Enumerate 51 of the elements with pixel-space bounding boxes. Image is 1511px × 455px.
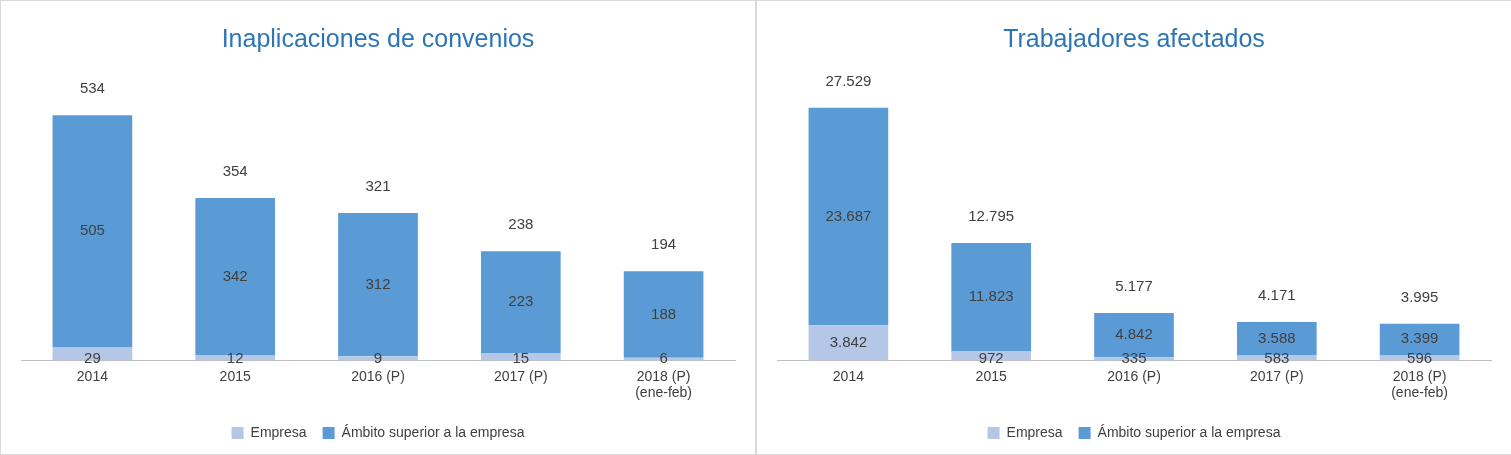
- x-tick-label: 2016 (P): [1107, 367, 1161, 384]
- total-label: 194: [651, 235, 677, 253]
- bar: [52, 347, 133, 361]
- data-label: 3.399: [1400, 329, 1439, 347]
- total-label: 4.171: [1258, 286, 1296, 304]
- data-label: 11.823: [968, 287, 1014, 305]
- data-label: 15: [512, 348, 530, 366]
- legend-label: Ámbito superior a la empresa: [1097, 423, 1281, 440]
- total-label: 12.795: [968, 207, 1015, 225]
- x-tick-label: 2017 (P): [1249, 367, 1304, 384]
- x-tick-label: 2015: [219, 367, 251, 384]
- data-label: 583: [1264, 348, 1290, 366]
- x-tick-label: 2014: [76, 367, 109, 384]
- data-label: 4.842: [1115, 325, 1153, 343]
- data-label: 188: [651, 304, 677, 322]
- x-tick-label: 2017 (P): [493, 367, 548, 384]
- data-label: 312: [365, 274, 391, 292]
- bar: [951, 242, 1032, 352]
- total-label: 321: [365, 177, 391, 195]
- bar: [195, 197, 276, 355]
- x-tick-label: 2016 (P): [351, 367, 405, 384]
- data-label: 23.687: [825, 206, 872, 224]
- data-label: 342: [222, 266, 248, 284]
- chart-title: Trabajadores afectados: [1003, 23, 1265, 52]
- legend-label: Ámbito superior a la empresa: [341, 423, 525, 440]
- data-label: 3.588: [1258, 328, 1296, 346]
- x-tick-label: 2015: [975, 367, 1007, 384]
- data-label: 29: [84, 348, 101, 366]
- x-tick-label: 2018 (P) (ene-feb): [1391, 367, 1449, 401]
- data-label: 223: [508, 292, 534, 310]
- bar: [52, 115, 133, 348]
- x-tick-label: 2014: [832, 367, 865, 384]
- total-label: 238: [508, 215, 534, 233]
- total-label: 5.177: [1115, 277, 1153, 295]
- total-label: 27.529: [825, 71, 872, 89]
- bar: [808, 107, 889, 326]
- bar: [480, 251, 561, 354]
- x-tick-label: 2018 (P) (ene-feb): [635, 367, 693, 401]
- legend-label: Empresa: [250, 423, 307, 440]
- bar: [808, 325, 889, 361]
- chart-title: Inaplicaciones de convenios: [221, 23, 535, 52]
- data-label: 972: [978, 348, 1004, 366]
- data-label: 9: [373, 348, 383, 366]
- data-label: 505: [79, 221, 105, 239]
- total-label: 354: [222, 162, 248, 180]
- data-label: 12: [226, 348, 244, 366]
- data-label: 3.842: [829, 332, 868, 350]
- total-label: 3.995: [1400, 287, 1439, 305]
- data-label: 596: [1407, 348, 1433, 366]
- legend-label: Empresa: [1006, 423, 1063, 440]
- total-label: 534: [79, 79, 105, 97]
